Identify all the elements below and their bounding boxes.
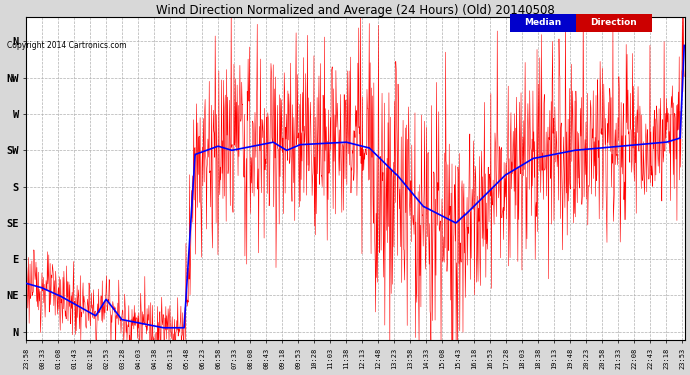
Bar <box>510 14 576 32</box>
Text: Direction: Direction <box>591 18 638 27</box>
Text: Copyright 2014 Cartronics.com: Copyright 2014 Cartronics.com <box>7 41 126 50</box>
Bar <box>576 14 652 32</box>
Text: Median: Median <box>524 18 562 27</box>
Title: Wind Direction Normalized and Average (24 Hours) (Old) 20140508: Wind Direction Normalized and Average (2… <box>156 4 555 17</box>
